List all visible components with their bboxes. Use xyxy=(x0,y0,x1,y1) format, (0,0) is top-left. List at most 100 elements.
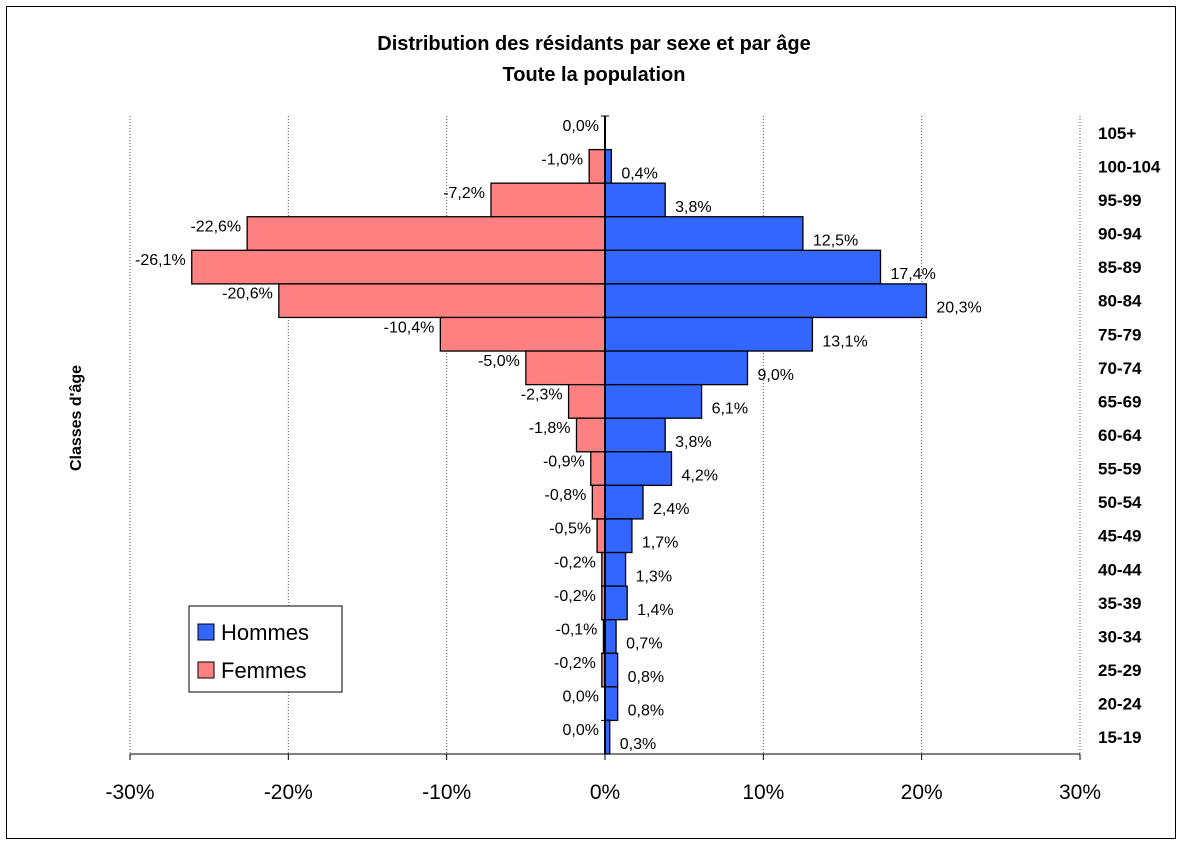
bar-hommes-65-69 xyxy=(604,383,703,419)
x-tick-label-3: 0% xyxy=(590,781,620,804)
x-tick-label-6: 30% xyxy=(1059,781,1101,804)
x-tick-label-2: -10% xyxy=(422,781,471,804)
data-label-hommes-45-49: 1,7% xyxy=(642,535,678,552)
data-label-femmes-60-64: -1,8% xyxy=(529,420,571,437)
bar-femmes-65-69 xyxy=(567,383,606,419)
category-label-65-69: 65-69 xyxy=(1098,392,1141,411)
data-label-hommes-15-19: 0,3% xyxy=(620,736,656,753)
legend: Hommes Femmes xyxy=(188,605,343,693)
data-label-femmes-95-99: -7,2% xyxy=(443,185,485,202)
axes xyxy=(129,115,1081,760)
data-label-hommes-20-24: 0,8% xyxy=(628,703,664,720)
data-label-hommes-35-39: 1,4% xyxy=(637,602,673,619)
bar-femmes-45-49 xyxy=(596,518,606,554)
data-label-femmes-15-19: 0,0% xyxy=(563,722,599,739)
data-label-hommes-75-79: 13,1% xyxy=(822,333,867,350)
data-label-hommes-85-89: 17,4% xyxy=(891,266,936,283)
category-label-95-99: 95-99 xyxy=(1098,191,1141,210)
data-label-femmes-50-54: -0,8% xyxy=(545,487,587,504)
legend-swatch-hommes xyxy=(197,623,215,641)
bar-hommes-25-29 xyxy=(604,652,619,688)
bars xyxy=(191,148,928,755)
x-tick-label-1: -20% xyxy=(264,781,313,804)
data-label-femmes-45-49: -0,5% xyxy=(549,521,591,538)
data-label-femmes-65-69: -2,3% xyxy=(521,386,563,403)
bar-hommes-70-74 xyxy=(604,350,749,386)
data-label-femmes-20-24: 0,0% xyxy=(563,689,599,706)
bar-hommes-55-59 xyxy=(604,451,673,487)
bar-femmes-80-84 xyxy=(278,283,606,319)
bar-femmes-75-79 xyxy=(439,316,606,352)
legend-label-femmes: Femmes xyxy=(221,658,307,683)
data-label-femmes-80-84: -20,6% xyxy=(222,286,273,303)
bar-hommes-35-39 xyxy=(604,585,628,621)
bar-hommes-90-94 xyxy=(604,216,804,251)
data-label-hommes-50-54: 2,4% xyxy=(653,501,689,518)
data-labels: 0,0% 0,4% -1,0% 3,8% -7,2% 12,5% -22,6% 17,4% -2… xyxy=(135,118,982,753)
bar-femmes-100-104 xyxy=(588,148,606,184)
category-label-75-79: 75-79 xyxy=(1098,325,1141,344)
data-label-hommes-60-64: 3,8% xyxy=(675,434,711,451)
category-label-55-59: 55-59 xyxy=(1098,460,1141,479)
category-label-35-39: 35-39 xyxy=(1098,594,1141,613)
data-label-hommes-70-74: 9,0% xyxy=(758,367,794,384)
category-label-15-19: 15-19 xyxy=(1098,728,1141,747)
bar-hommes-45-49 xyxy=(604,518,633,554)
bar-femmes-55-59 xyxy=(590,451,606,487)
category-labels: 105+ 100-104 95-99 90-94 85-89 80-84 75-79 70-7… xyxy=(1098,124,1161,747)
data-label-femmes-55-59: -0,9% xyxy=(543,454,585,471)
bar-hommes-40-44 xyxy=(604,551,627,587)
category-label-40-44: 40-44 xyxy=(1098,560,1142,579)
data-label-femmes-40-44: -0,2% xyxy=(554,554,596,571)
bar-femmes-90-94 xyxy=(246,216,606,251)
bar-femmes-70-74 xyxy=(525,350,606,386)
data-label-femmes-35-39: -0,2% xyxy=(554,588,596,605)
category-label-70-74: 70-74 xyxy=(1098,359,1142,378)
category-label-90-94: 90-94 xyxy=(1098,225,1142,244)
bar-hommes-60-64 xyxy=(604,417,666,453)
category-label-25-29: 25-29 xyxy=(1098,661,1141,680)
category-label-60-64: 60-64 xyxy=(1098,426,1142,445)
data-label-hommes-100-104: 0,4% xyxy=(621,165,657,182)
category-label-100-104: 100-104 xyxy=(1098,157,1161,176)
data-label-femmes-90-94: -22,6% xyxy=(190,219,241,236)
bar-hommes-30-34 xyxy=(604,619,617,654)
category-label-45-49: 45-49 xyxy=(1098,527,1141,546)
data-label-hommes-40-44: 1,3% xyxy=(636,568,672,585)
x-tick-label-0: -30% xyxy=(105,781,154,804)
chart-subtitle: Toute la population xyxy=(503,64,686,86)
chart-title: Distribution des résidants par sexe et p… xyxy=(377,33,810,55)
x-tick-labels: -30% -20% -10% 0% 10% 20% 30% xyxy=(105,781,1101,804)
data-label-hommes-90-94: 12,5% xyxy=(813,233,858,250)
x-tick-label-4: 10% xyxy=(742,781,784,804)
data-label-hommes-25-29: 0,8% xyxy=(628,669,664,686)
data-label-hommes-95-99: 3,8% xyxy=(675,199,711,216)
bar-hommes-80-84 xyxy=(604,283,928,319)
category-label-20-24: 20-24 xyxy=(1098,695,1142,714)
data-label-hommes-80-84: 20,3% xyxy=(936,300,981,317)
bar-femmes-95-99 xyxy=(490,182,606,218)
legend-swatch-femmes xyxy=(197,661,215,679)
data-label-hommes-65-69: 6,1% xyxy=(712,400,748,417)
bar-femmes-50-54 xyxy=(591,484,606,520)
data-label-hommes-30-34: 0,7% xyxy=(626,635,662,652)
bar-femmes-60-64 xyxy=(575,417,606,453)
data-label-femmes-100-104: -1,0% xyxy=(541,151,583,168)
bar-hommes-20-24 xyxy=(604,686,619,722)
category-label-50-54: 50-54 xyxy=(1098,493,1142,512)
category-label-105+: 105+ xyxy=(1098,124,1136,143)
category-label-80-84: 80-84 xyxy=(1098,292,1142,311)
category-label-30-34: 30-34 xyxy=(1098,627,1142,646)
data-label-femmes-75-79: -10,4% xyxy=(384,319,435,336)
data-label-femmes-25-29: -0,2% xyxy=(554,655,596,672)
data-label-hommes-55-59: 4,2% xyxy=(682,468,718,485)
bar-hommes-75-79 xyxy=(604,316,814,352)
data-label-femmes-105+: 0,0% xyxy=(563,118,599,135)
category-label-85-89: 85-89 xyxy=(1098,258,1141,277)
data-label-femmes-30-34: -0,1% xyxy=(556,621,598,638)
bar-hommes-50-54 xyxy=(604,484,644,520)
data-label-femmes-70-74: -5,0% xyxy=(478,353,520,370)
bar-hommes-85-89 xyxy=(604,249,882,285)
legend-label-hommes: Hommes xyxy=(221,620,309,645)
data-label-femmes-85-89: -26,1% xyxy=(135,252,186,269)
